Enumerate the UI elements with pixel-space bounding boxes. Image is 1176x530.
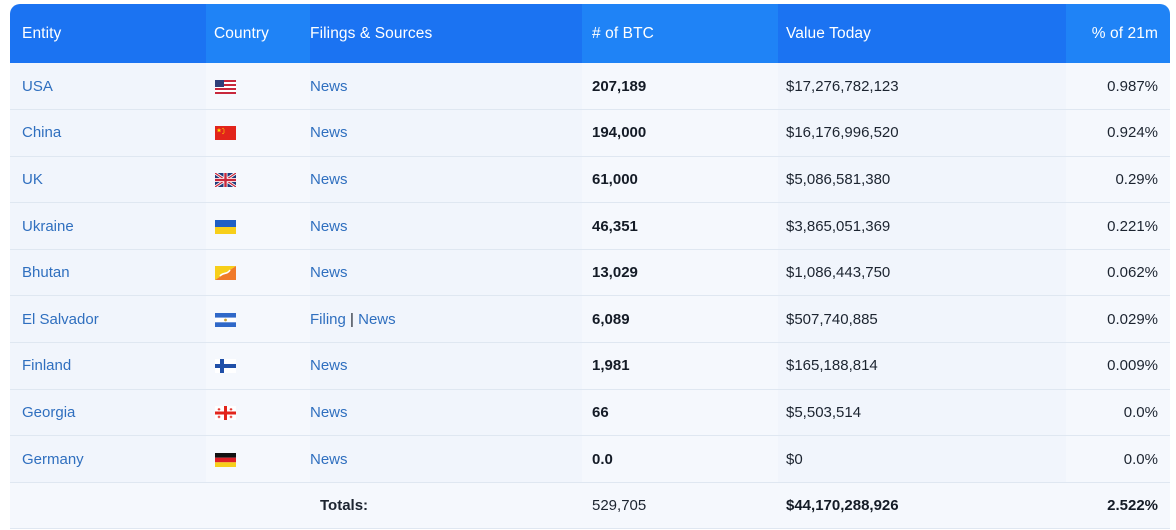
- total-btc: 529,705: [592, 497, 647, 515]
- sources-cell: Filing | News: [310, 295, 582, 344]
- header-filings-sources[interactable]: Filings & Sources: [310, 4, 582, 63]
- header-pct-of-21m[interactable]: % of 21m: [1066, 4, 1170, 63]
- value-today: $0: [786, 450, 803, 468]
- total-value: $44,170,288,926: [786, 497, 899, 515]
- table-row: UK News 61,000 $5,086,581,380 0.29%: [10, 156, 1170, 204]
- btc-count: 0.0: [592, 450, 613, 468]
- sources-cell: News: [310, 63, 582, 111]
- pct-of-21m: 0.029%: [1107, 310, 1158, 328]
- china-flag-icon: [215, 126, 236, 141]
- btc-count: 194,000: [592, 124, 647, 142]
- pct-of-21m: 0.987%: [1107, 77, 1158, 95]
- table-body: USA News 207,189 $17,276,782,123 0.987% …: [10, 63, 1170, 530]
- btc-count: 207,189: [592, 77, 647, 95]
- btc-count: 66: [592, 403, 609, 421]
- source-link-filing[interactable]: Filing: [310, 310, 346, 328]
- table-row: El Salvador Filing | News 6,089 $507,740…: [10, 295, 1170, 344]
- value-today: $5,086,581,380: [786, 170, 891, 188]
- entity-link[interactable]: USA: [22, 77, 53, 95]
- entity-link[interactable]: Ukraine: [22, 217, 74, 235]
- entity-link[interactable]: Finland: [22, 357, 72, 375]
- value-today: $3,865,051,369: [786, 217, 891, 235]
- source-link-news[interactable]: News: [310, 450, 348, 468]
- header-btc-count[interactable]: # of BTC: [582, 4, 778, 63]
- el-salvador-flag-icon: [215, 312, 236, 327]
- source-link-news[interactable]: News: [310, 264, 348, 282]
- pct-of-21m: 0.009%: [1107, 357, 1158, 375]
- sources-cell: News: [310, 435, 582, 483]
- holdings-table-container: Entity Country Filings & Sources # of BT…: [10, 4, 1170, 530]
- btc-count: 13,029: [592, 264, 638, 282]
- entity-link[interactable]: Germany: [22, 450, 84, 468]
- entity-link[interactable]: El Salvador: [22, 310, 99, 328]
- sources-cell: News: [310, 249, 582, 297]
- entity-link[interactable]: China: [22, 124, 62, 142]
- pct-of-21m: 0.0%: [1123, 403, 1158, 421]
- btc-count: 46,351: [592, 217, 638, 235]
- table-row: Ukraine News 46,351 $3,865,051,369 0.221…: [10, 202, 1170, 250]
- value-today: $17,276,782,123: [786, 77, 899, 95]
- totals-row: Totals: 529,705 $44,170,288,926 2.522%: [10, 482, 1170, 530]
- header-entity[interactable]: Entity: [10, 4, 206, 63]
- btc-count: 1,981: [592, 357, 630, 375]
- sources-cell: News: [310, 389, 582, 437]
- table-header-row: Entity Country Filings & Sources # of BT…: [10, 4, 1170, 63]
- total-pct: 2.522%: [1107, 497, 1158, 515]
- sources-cell: News: [310, 342, 582, 390]
- value-today: $5,503,514: [786, 403, 862, 421]
- totals-label: Totals:: [320, 497, 369, 515]
- value-today: $16,176,996,520: [786, 124, 899, 142]
- sources-cell: News: [310, 202, 582, 250]
- sources-cell: News: [310, 109, 582, 157]
- sources-cell: News: [310, 156, 582, 204]
- usa-flag-icon: [215, 79, 236, 94]
- source-separator: |: [350, 310, 354, 328]
- btc-count: 61,000: [592, 170, 638, 188]
- ukraine-flag-icon: [215, 219, 236, 234]
- uk-flag-icon: [215, 173, 236, 188]
- source-link-news[interactable]: News: [310, 357, 348, 375]
- btc-count: 6,089: [592, 310, 630, 328]
- table-row: USA News 207,189 $17,276,782,123 0.987%: [10, 63, 1170, 111]
- pct-of-21m: 0.062%: [1107, 264, 1158, 282]
- georgia-flag-icon: [215, 405, 236, 420]
- btc-holdings-table: Entity Country Filings & Sources # of BT…: [10, 4, 1170, 530]
- source-link-news[interactable]: News: [310, 124, 348, 142]
- pct-of-21m: 0.0%: [1123, 450, 1158, 468]
- entity-link[interactable]: UK: [22, 170, 43, 188]
- table-row: Georgia News 66 $5,503,514 0.0%: [10, 389, 1170, 437]
- source-link-news[interactable]: News: [310, 217, 348, 235]
- finland-flag-icon: [215, 359, 236, 374]
- header-value-today[interactable]: Value Today: [778, 4, 1066, 63]
- value-today: $507,740,885: [786, 310, 878, 328]
- source-link-news[interactable]: News: [310, 77, 348, 95]
- header-country[interactable]: Country: [206, 4, 310, 63]
- pct-of-21m: 0.924%: [1107, 124, 1158, 142]
- table-row: Bhutan News 13,029 $1,086,443,750 0.062%: [10, 249, 1170, 297]
- germany-flag-icon: [215, 452, 236, 467]
- value-today: $165,188,814: [786, 357, 878, 375]
- entity-link[interactable]: Georgia: [22, 403, 76, 421]
- table-row: Finland News 1,981 $165,188,814 0.009%: [10, 342, 1170, 390]
- bhutan-flag-icon: [215, 266, 236, 281]
- pct-of-21m: 0.221%: [1107, 217, 1158, 235]
- source-link-news[interactable]: News: [310, 170, 348, 188]
- source-link-news[interactable]: News: [310, 403, 348, 421]
- entity-link[interactable]: Bhutan: [22, 264, 70, 282]
- source-link-news[interactable]: News: [358, 310, 396, 328]
- value-today: $1,086,443,750: [786, 264, 891, 282]
- table-row: Germany News 0.0 $0 0.0%: [10, 435, 1170, 483]
- pct-of-21m: 0.29%: [1115, 170, 1158, 188]
- table-row: China News 194,000 $16,176,996,520 0.924…: [10, 109, 1170, 157]
